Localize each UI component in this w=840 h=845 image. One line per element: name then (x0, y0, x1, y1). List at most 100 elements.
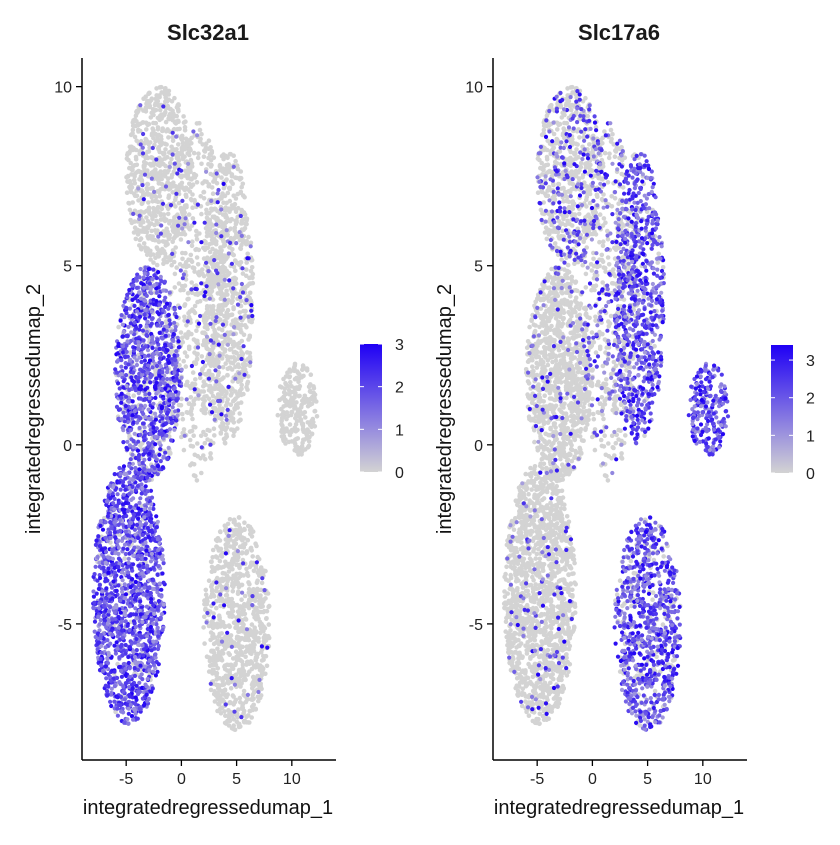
point-center-column (181, 229, 186, 235)
point-expressing-left-lower-lobe (128, 504, 133, 509)
point-upper-left-arm (145, 208, 151, 214)
point-expressing-left-lower-lobe (112, 669, 117, 674)
point-right-upper-arm (218, 259, 224, 265)
point-right-upper-arm (217, 382, 222, 388)
point-right-lower-lobe (243, 649, 248, 655)
point-expressing-left-lower-lobe (133, 579, 138, 585)
point-center-column (197, 120, 202, 126)
point-left-mid-band (128, 350, 133, 355)
point-expressing-left-lower-lobe (133, 585, 138, 590)
point-expressing-left-mid-band (127, 306, 132, 311)
point-expressing-left-lower-lobe (149, 600, 154, 605)
point-expressing-left-lower-lobe (123, 529, 128, 534)
point-expressing-left-lower-lobe (123, 619, 128, 624)
point-right-upper-arm (239, 184, 244, 190)
point-center-column (198, 194, 203, 199)
point-upper-left-arm (163, 129, 169, 134)
point-right-upper-arm (221, 283, 226, 289)
point-center-column (199, 211, 204, 217)
point-center-column (207, 383, 212, 389)
point-expressing-left-lower-lobe (109, 703, 114, 709)
point-isolated-cluster (300, 448, 306, 453)
point-right-lower-lobe (242, 611, 248, 617)
point-expressing-left-lower-lobe (157, 581, 162, 586)
point-right-upper-arm (237, 411, 242, 416)
point-center-column (196, 396, 201, 401)
point-expressing-left-lower-lobe (144, 645, 149, 650)
point-right-lower-lobe (239, 597, 244, 602)
point-left-mid-band (116, 324, 121, 330)
point-upper-left-arm (155, 199, 161, 205)
point-upper-left-arm (160, 217, 165, 222)
point-upper-left-arm (166, 193, 172, 198)
point-center-column (210, 223, 216, 228)
point-right-upper-arm (218, 250, 223, 256)
point-right-lower-lobe (259, 568, 264, 574)
point-right-upper-arm (219, 376, 225, 382)
point-upper-left-arm (149, 213, 155, 219)
point-center-column (184, 354, 190, 359)
point-isolated-cluster (292, 404, 298, 409)
point-upper-left-arm (152, 222, 157, 228)
point-isolated-cluster (284, 426, 289, 431)
point-expressing-left-lower-lobe (145, 676, 150, 682)
point-expressing-left-lower-lobe (110, 562, 115, 567)
point-expressing-left-lower-lobe (115, 713, 120, 718)
point-expressing-left-lower-lobe (121, 464, 127, 469)
point-center-column (201, 453, 206, 458)
point-upper-left-arm (148, 257, 153, 262)
point-isolated-cluster (275, 412, 281, 418)
point-isolated-cluster (299, 421, 305, 426)
point-upper-left-arm (178, 136, 184, 141)
point-upper-left-arm (172, 120, 178, 125)
point-center-column (201, 273, 207, 279)
point-right-lower-lobe (264, 608, 270, 614)
point-upper-left-arm (151, 260, 156, 265)
point-right-upper-arm (242, 226, 248, 231)
point-upper-left-arm (146, 90, 152, 96)
point-right-upper-arm (218, 287, 223, 293)
point-center-column (199, 389, 204, 394)
point-expressing-left-lower-lobe (113, 535, 118, 540)
point-center-column (191, 433, 196, 439)
point-isolated-cluster (308, 382, 313, 387)
point-right-upper-arm (224, 273, 230, 278)
point-expressing-left-lower-lobe (134, 636, 139, 642)
point-expressing-left-lower-lobe (148, 591, 153, 596)
point-right-lower-lobe (213, 682, 219, 687)
point-center-column (195, 262, 201, 267)
point-expressing-left-lower-lobe (145, 610, 150, 616)
point-upper-left-arm (165, 206, 171, 212)
point-right-lower-lobe (227, 700, 232, 706)
point-right-upper-arm (223, 435, 228, 441)
point-expressing-left-lower-lobe (140, 619, 145, 625)
point-center-column (185, 297, 190, 302)
panel-title-slc32a1: Slc32a1 (167, 20, 249, 45)
point-right-upper-arm (238, 400, 244, 405)
point-expressing-left-lower-lobe (100, 668, 106, 674)
point-right-upper-arm (227, 198, 233, 204)
point-center-column (196, 269, 202, 275)
point-expressing-left-lower-lobe (112, 699, 117, 704)
point-right-upper-arm (235, 166, 241, 172)
point-expressing-left-lower-lobe (144, 604, 149, 609)
point-upper-left-arm (156, 181, 162, 186)
point-right-lower-lobe (222, 663, 228, 668)
point-expressing-left-lower-lobe (99, 643, 104, 649)
point-center-column (201, 154, 207, 159)
point-upper-left-arm (157, 193, 163, 199)
point-upper-left-arm (137, 121, 143, 127)
point-right-lower-lobe (231, 539, 237, 545)
point-right-lower-lobe (220, 678, 225, 684)
point-upper-left-arm (170, 134, 176, 140)
point-expressing-left-lower-lobe (127, 463, 132, 468)
point-expressing-left-lower-lobe (133, 701, 138, 707)
point-right-lower-lobe (232, 699, 238, 705)
point-center-column (202, 440, 208, 446)
point-expressing-left-lower-lobe (112, 520, 117, 525)
point-right-lower-lobe (224, 694, 229, 700)
point-expressing-left-lower-lobe (132, 666, 137, 671)
point-right-lower-lobe (237, 525, 243, 531)
point-right-lower-lobe (229, 664, 235, 670)
point-expressing-left-lower-lobe (140, 532, 145, 538)
